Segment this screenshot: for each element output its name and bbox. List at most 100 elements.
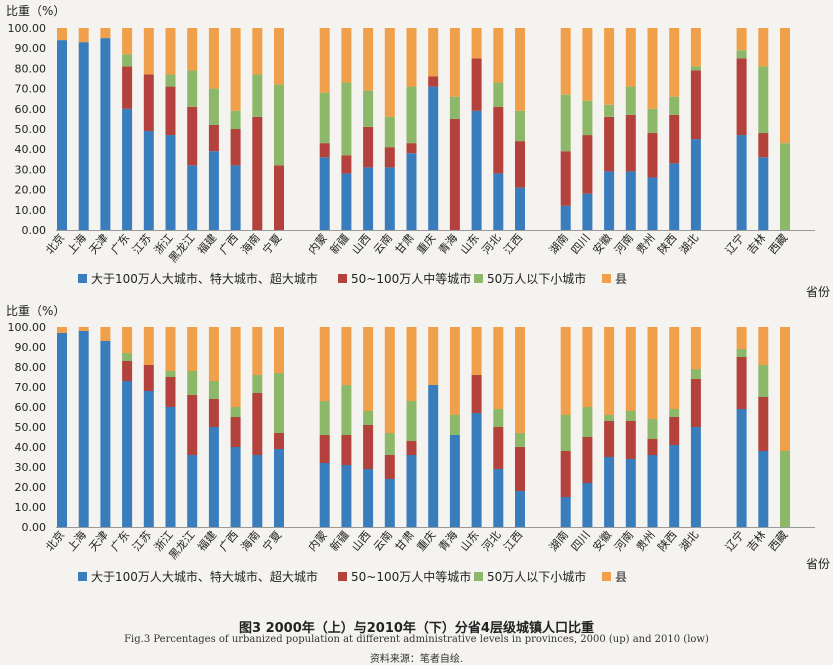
- bar-segment-medium: [582, 437, 593, 483]
- bar-segment-large: [428, 385, 439, 527]
- bar-segment-county: [582, 28, 593, 101]
- bar-segment-county: [230, 28, 241, 111]
- bar-segment-county: [78, 28, 89, 43]
- bar-segment-medium: [604, 116, 615, 172]
- bar-segment-small: [384, 116, 395, 148]
- bar-segment-medium: [758, 133, 769, 158]
- bar-segment-small: [604, 415, 615, 421]
- bar-segment-large: [669, 445, 680, 527]
- bar-segment-large: [493, 173, 504, 230]
- bar-segment-medium: [230, 129, 241, 166]
- bar-segment-medium: [493, 427, 504, 469]
- bar-segment-small: [274, 373, 284, 433]
- y-tick-label: 100.00: [8, 22, 47, 35]
- bar-segment-county: [471, 28, 482, 59]
- bar-segment-county: [143, 28, 154, 75]
- bar-segment-medium: [647, 133, 658, 178]
- x-tick-label: 上海: [64, 528, 89, 554]
- bar-segment-small: [122, 54, 133, 67]
- figure-caption-source: 资料来源：笔者自绘.: [369, 654, 464, 665]
- y-axis-label: 比重（%）: [6, 4, 65, 18]
- y-tick-label: 40.00: [15, 143, 47, 156]
- bar-segment-medium: [208, 399, 219, 427]
- x-tick-label: 贵州: [634, 232, 658, 257]
- x-tick-label: 上海: [64, 231, 89, 257]
- bar-segment-medium: [669, 417, 680, 445]
- legend-swatch-small: [474, 572, 483, 581]
- bar-segment-large: [57, 333, 67, 527]
- x-tick-label: 福建: [194, 528, 219, 554]
- bar-segment-county: [57, 28, 67, 41]
- y-tick-label: 90.00: [15, 341, 47, 354]
- x-tick-label: 甘肃: [393, 529, 417, 554]
- bar-segment-large: [341, 465, 352, 527]
- x-tick-label: 河北: [479, 232, 503, 257]
- bar-segment-large: [604, 457, 615, 527]
- x-tick-label: 吉林: [744, 231, 769, 257]
- bar-segment-large: [406, 455, 417, 527]
- y-tick-label: 50.00: [15, 421, 47, 434]
- bar-segment-medium: [736, 357, 747, 409]
- bar-segment-county: [363, 28, 374, 91]
- bar-segment-small: [230, 110, 241, 129]
- bar-segment-county: [647, 28, 658, 109]
- bar-segment-medium: [252, 116, 263, 230]
- bar-segment-medium: [428, 76, 439, 87]
- bar-segment-medium: [758, 397, 769, 451]
- x-tick-label: 广西: [217, 232, 241, 257]
- bar-segment-large: [57, 40, 67, 231]
- x-tick-label: 青海: [435, 231, 460, 257]
- x-tick-label: 西藏: [766, 232, 790, 257]
- bar-segment-county: [449, 327, 460, 415]
- x-axis-label: 省份: [806, 285, 830, 299]
- bar-segment-county: [449, 28, 460, 97]
- bar-segment-small: [363, 90, 374, 127]
- bar-segment-medium: [122, 361, 133, 381]
- bar-segment-county: [560, 327, 571, 415]
- bar-segment-small: [604, 104, 615, 117]
- bar-segment-small: [515, 433, 525, 447]
- x-tick-label: 四川: [569, 232, 593, 257]
- bar-segment-medium: [122, 66, 133, 109]
- bar-segment-large: [647, 177, 658, 230]
- bar-segment-large: [143, 131, 154, 230]
- bar-segment-small: [690, 369, 701, 379]
- bar-segment-county: [493, 28, 504, 83]
- bar-segment-county: [625, 28, 636, 87]
- bar-segment-county: [493, 327, 504, 409]
- bar-segment-small: [187, 371, 198, 395]
- y-tick-label: 50.00: [15, 123, 47, 136]
- y-tick-label: 80.00: [15, 361, 47, 374]
- bar-segment-county: [406, 28, 417, 87]
- x-tick-label: 湖北: [677, 232, 701, 257]
- bar-segment-large: [449, 435, 460, 527]
- bar-segment-county: [165, 327, 176, 371]
- bar-segment-large: [736, 409, 747, 527]
- bar-segment-large: [100, 38, 111, 230]
- bar-segment-small: [560, 94, 571, 152]
- chart-panel-2010: 比重（%） 0.00 10.00 20.00 30.00 40.00 50.00 60.00 7…: [6, 304, 830, 584]
- bar-segment-large: [560, 205, 571, 230]
- bar-segment-county: [560, 28, 571, 95]
- x-tick-label: 北京: [42, 231, 67, 257]
- bar-segment-county: [780, 28, 790, 144]
- x-axis-label: 省份: [806, 557, 830, 571]
- bar-segment-medium: [208, 124, 219, 152]
- bar-segment-large: [100, 341, 111, 527]
- bar-segment-medium: [669, 114, 680, 164]
- x-tick-label: 天津: [87, 529, 111, 554]
- bar-segment-small: [165, 371, 176, 377]
- bar-segment-medium: [406, 143, 417, 154]
- bar-segment-county: [57, 327, 67, 333]
- x-tick-label: 湖北: [677, 529, 701, 554]
- bar-segment-small: [582, 407, 593, 437]
- bar-segment-small: [449, 96, 460, 119]
- y-tick-label: 80.00: [15, 62, 47, 75]
- bar-segment-large: [208, 151, 219, 230]
- bar-segment-large: [187, 455, 198, 527]
- x-tick-label: 河北: [479, 529, 503, 554]
- bar-segment-county: [690, 28, 701, 67]
- bar-segment-medium: [449, 118, 460, 230]
- bar-segment-medium: [143, 74, 154, 132]
- x-tick-label: 宁夏: [259, 231, 284, 257]
